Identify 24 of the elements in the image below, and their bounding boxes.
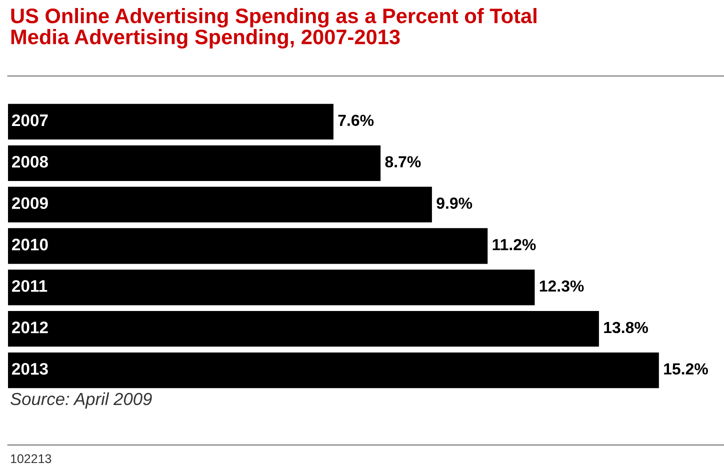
data-label: 7.6% xyxy=(338,114,374,126)
bar xyxy=(8,270,535,306)
chart-title: US Online Advertising Spending as a Percent of Total Media Advertising Spending, 2007-2013 xyxy=(11,8,536,49)
data-label: 9.9% xyxy=(436,198,472,209)
bar xyxy=(8,228,488,264)
y-tick-label: 2012 xyxy=(12,322,48,334)
y-tick-label: 2011 xyxy=(12,280,48,292)
y-tick-label: 2007 xyxy=(12,114,48,126)
bar xyxy=(8,186,432,222)
data-label: 12.3% xyxy=(540,280,584,292)
y-tick-label: 2009 xyxy=(12,197,48,210)
y-tick-label: 2013 xyxy=(12,362,48,375)
y-tick-label: 2008 xyxy=(12,156,48,168)
bar xyxy=(8,104,334,140)
source-note: Source: April 2009 xyxy=(10,392,152,409)
data-label: 8.7% xyxy=(385,156,421,168)
data-label: 11.2% xyxy=(492,238,536,250)
text: 102213 xyxy=(10,454,52,464)
data-label: 13.8% xyxy=(604,322,648,334)
bar xyxy=(8,352,659,388)
bar xyxy=(8,145,381,181)
data-label: 15.2% xyxy=(664,363,708,375)
bar xyxy=(8,311,599,347)
y-tick-label: 2010 xyxy=(12,238,48,250)
